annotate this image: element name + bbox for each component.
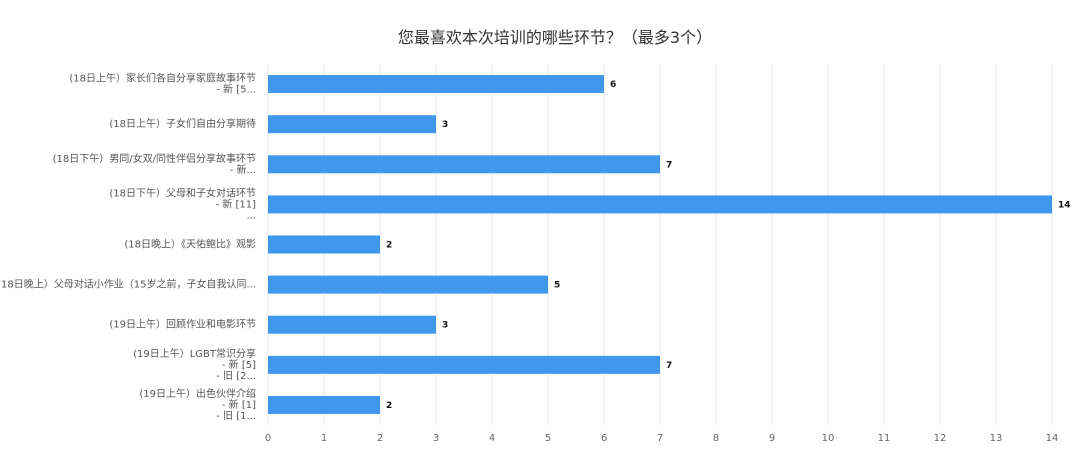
- data-label: 3: [442, 120, 448, 130]
- category-label: (18日上午）家长们各自分享家庭故事环节- 新 [5...: [69, 72, 256, 96]
- data-label: 6: [610, 80, 616, 90]
- category-label: (19日上午）出色伙伴介绍- 新 [1] - 旧 [1...: [139, 387, 256, 422]
- x-tick-label: 8: [713, 433, 719, 444]
- x-tick-label: 3: [433, 433, 439, 444]
- x-tick-label: 13: [990, 433, 1003, 444]
- data-label: 14: [1058, 200, 1071, 210]
- data-label: 3: [442, 321, 448, 331]
- x-tick-label: 5: [545, 433, 551, 444]
- bar: [268, 275, 548, 294]
- x-tick-label: 11: [878, 433, 891, 444]
- x-tick-label: 14: [1046, 433, 1059, 444]
- x-tick-label: 9: [769, 433, 775, 444]
- x-tick-label: 2: [377, 433, 383, 444]
- data-label: 5: [554, 281, 560, 291]
- category-label: (18日晚上）父母对话小作业（15岁之前，子女自我认同...: [0, 278, 256, 291]
- x-tick-label: 6: [601, 433, 607, 444]
- x-axis: 0 1 2 3 4 5 6 7 8 9 10 11 12 13 14: [265, 433, 1059, 444]
- bars: 6 3 7 14 2 5 3 7 2: [268, 75, 1071, 414]
- data-label: 7: [666, 160, 672, 170]
- category-label: (19日上午）回顾作业和电影环节: [109, 318, 256, 331]
- x-tick-label: 1: [321, 433, 327, 444]
- bar: [268, 115, 436, 134]
- x-tick-label: 12: [934, 433, 947, 444]
- category-label: (18日晚上）《天佑鲍比》观影: [124, 238, 256, 251]
- bar: [268, 155, 660, 174]
- bar: [268, 395, 380, 414]
- data-label: 7: [666, 361, 672, 371]
- category-label: (18日下午）父母和子女对话环节- 新 [11]...: [109, 186, 256, 221]
- bar: [268, 195, 1052, 214]
- bar: [268, 315, 436, 334]
- category-labels: (18日上午）家长们各自分享家庭故事环节- 新 [5... (18日上午）子女们自…: [0, 72, 256, 422]
- x-tick-label: 10: [822, 433, 835, 444]
- x-tick-label: 4: [489, 433, 495, 444]
- bar: [268, 355, 660, 374]
- bar: [268, 235, 380, 254]
- category-label: (19日上午）LGBT常识分享- 新 [5] - 旧 [2...: [133, 347, 256, 382]
- x-tick-label: 0: [265, 433, 271, 444]
- gridlines: [267, 64, 1053, 425]
- x-tick-label: 7: [657, 433, 663, 444]
- category-label: (18日上午）子女们自由分享期待: [109, 117, 256, 130]
- category-label: (18日下午）男同/女双/同性伴侣分享故事环节- 新...: [53, 152, 256, 176]
- data-label: 2: [386, 241, 392, 251]
- data-label: 2: [386, 401, 392, 411]
- chart-title: 您最喜欢本次培训的哪些环节？（最多3个）: [398, 28, 712, 47]
- bar: [268, 75, 604, 94]
